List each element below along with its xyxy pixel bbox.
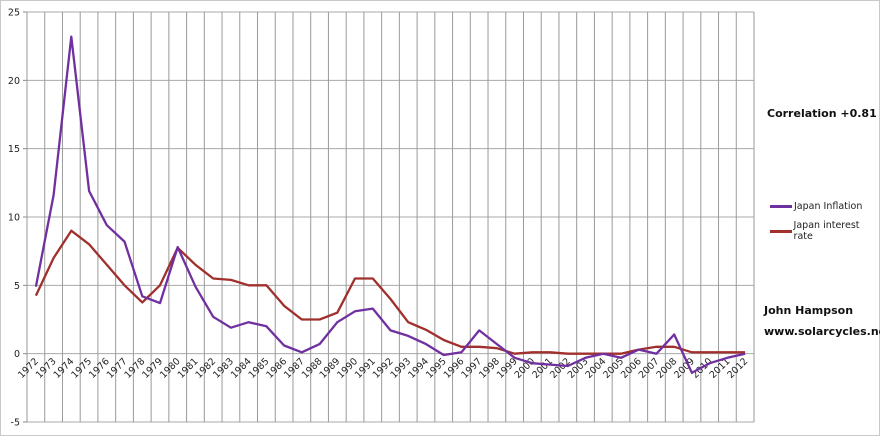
y-tick-label: 15: [8, 144, 20, 155]
x-tick-label: 2012: [725, 356, 750, 381]
series-line-interest-rate: [34, 229, 746, 355]
legend-item-inflation: Japan Inflation: [770, 201, 862, 212]
author-annotation: John Hampson: [764, 304, 854, 317]
legend-swatch-inflation: [770, 205, 792, 208]
legend-label-inflation: Japan Inflation: [794, 201, 863, 212]
legend-label-interest: Japan interest rate: [793, 220, 860, 242]
correlation-annotation: Correlation +0.81: [767, 107, 877, 120]
y-tick-label: 10: [8, 213, 20, 224]
series-line-inflation: [34, 35, 746, 374]
website-annotation: www.solarcycles.net: [764, 325, 880, 338]
y-tick-label: 5: [14, 281, 20, 292]
y-tick-label: 0: [14, 349, 20, 360]
legend-swatch-interest: [770, 229, 792, 233]
y-tick-label: 25: [8, 8, 20, 19]
y-tick-label: -5: [11, 418, 20, 429]
legend-item-interest: Japan interest rate: [770, 220, 880, 242]
y-tick-label: 20: [8, 76, 20, 87]
